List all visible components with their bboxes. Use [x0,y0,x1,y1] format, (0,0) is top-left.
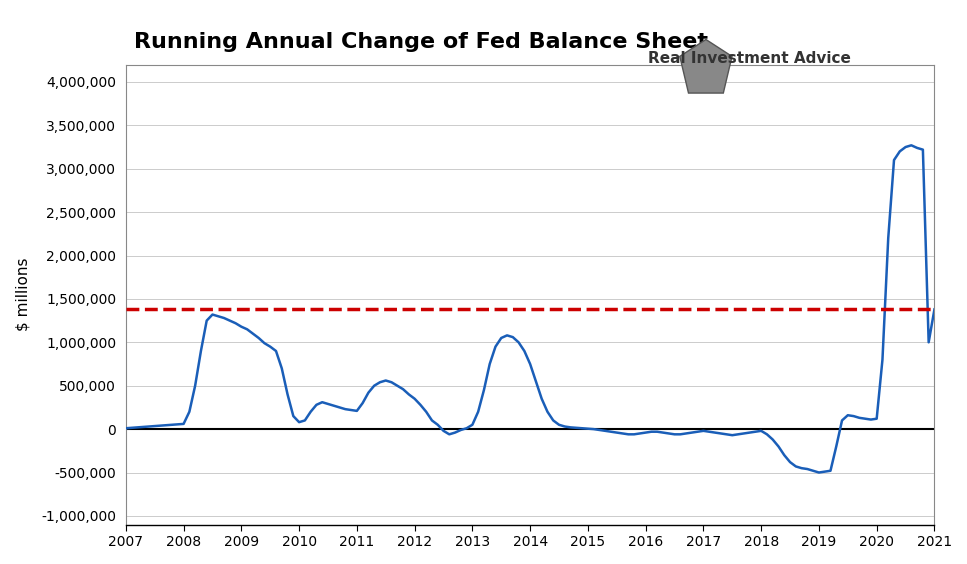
Text: Running Annual Change of Fed Balance Sheet: Running Annual Change of Fed Balance She… [133,32,708,52]
Y-axis label: $ millions: $ millions [15,258,30,331]
Text: Real Investment Advice: Real Investment Advice [648,51,851,66]
Polygon shape [680,39,732,93]
